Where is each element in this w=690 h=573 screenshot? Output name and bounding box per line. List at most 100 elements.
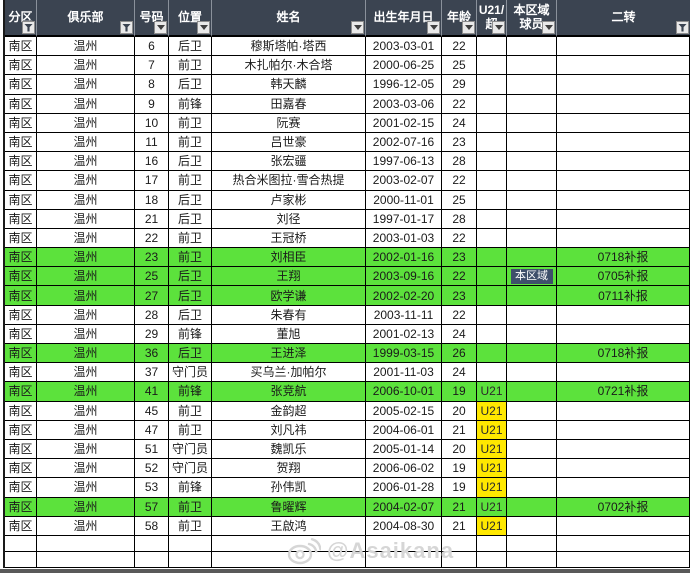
cell-age[interactable]: 22 <box>442 171 477 191</box>
cell-birthdate[interactable]: 2002-01-16 <box>366 248 442 268</box>
cell-local[interactable] <box>507 478 557 498</box>
cell-region[interactable]: 南区 <box>5 459 37 479</box>
cell-u21[interactable] <box>477 56 507 76</box>
empty-cell[interactable] <box>477 535 507 552</box>
cell-name[interactable]: 董旭 <box>212 324 366 344</box>
cell-position[interactable]: 前卫 <box>169 132 212 153</box>
cell-club[interactable]: 温州 <box>37 190 135 210</box>
cell-birthdate[interactable]: 2006-01-28 <box>366 478 442 498</box>
filter-dropdown-button[interactable] <box>351 21 364 34</box>
cell-name[interactable]: 王啟鸿 <box>212 516 366 536</box>
cell-age[interactable]: 21 <box>442 497 477 517</box>
u21-badge-cell[interactable]: U21 <box>477 401 507 421</box>
empty-cell[interactable] <box>442 551 477 568</box>
cell-local[interactable] <box>507 56 557 76</box>
cell-club[interactable]: 温州 <box>37 267 135 287</box>
cell-region[interactable]: 南区 <box>5 478 37 498</box>
cell-birthdate[interactable]: 2003-02-07 <box>366 171 442 191</box>
empty-cell[interactable] <box>5 535 37 552</box>
u21-badge-cell[interactable]: U21 <box>477 497 507 517</box>
cell-note[interactable]: 0721补报 <box>557 382 690 402</box>
cell-region[interactable]: 南区 <box>5 37 37 57</box>
cell-region[interactable]: 南区 <box>5 363 37 383</box>
cell-note[interactable] <box>557 152 690 172</box>
empty-cell[interactable] <box>5 551 37 568</box>
cell-region[interactable]: 南区 <box>5 75 37 95</box>
cell-birthdate[interactable]: 2004-06-01 <box>366 420 442 440</box>
cell-note[interactable]: 0702补报 <box>557 497 690 517</box>
cell-club[interactable]: 温州 <box>37 228 135 249</box>
cell-local[interactable] <box>507 363 557 383</box>
cell-number[interactable]: 22 <box>135 228 169 249</box>
u21-badge-cell[interactable]: U21 <box>477 439 507 460</box>
cell-region[interactable]: 南区 <box>5 420 37 440</box>
filter-dropdown-button[interactable] <box>462 21 475 34</box>
u21-badge-cell[interactable]: U21 <box>477 382 507 402</box>
cell-club[interactable]: 温州 <box>37 363 135 383</box>
cell-u21[interactable] <box>477 209 507 229</box>
cell-region[interactable]: 南区 <box>5 401 37 421</box>
cell-position[interactable]: 后卫 <box>169 209 212 229</box>
cell-position[interactable]: 后卫 <box>169 267 212 287</box>
cell-local[interactable] <box>507 94 557 114</box>
cell-position[interactable]: 前锋 <box>169 94 212 114</box>
filter-dropdown-button[interactable] <box>542 21 555 34</box>
cell-birthdate[interactable]: 2001-02-15 <box>366 113 442 133</box>
cell-local[interactable] <box>507 113 557 133</box>
cell-club[interactable]: 温州 <box>37 401 135 421</box>
cell-age[interactable]: 24 <box>442 324 477 344</box>
cell-u21[interactable] <box>477 171 507 191</box>
cell-club[interactable]: 温州 <box>37 209 135 229</box>
cell-name[interactable]: 田嘉春 <box>212 94 366 114</box>
cell-note[interactable]: 0705补报 <box>557 267 690 287</box>
cell-u21[interactable] <box>477 267 507 287</box>
cell-club[interactable]: 温州 <box>37 286 135 306</box>
cell-name[interactable]: 贺翔 <box>212 459 366 479</box>
cell-club[interactable]: 温州 <box>37 497 135 517</box>
cell-name[interactable]: 刘径 <box>212 209 366 229</box>
cell-local[interactable] <box>507 420 557 440</box>
cell-region[interactable]: 南区 <box>5 113 37 133</box>
cell-local[interactable] <box>507 324 557 344</box>
cell-age[interactable]: 26 <box>442 344 477 364</box>
cell-region[interactable]: 南区 <box>5 497 37 517</box>
empty-cell[interactable] <box>366 551 442 568</box>
cell-club[interactable]: 温州 <box>37 152 135 172</box>
cell-position[interactable]: 前卫 <box>169 497 212 517</box>
cell-u21[interactable] <box>477 344 507 364</box>
cell-number[interactable]: 52 <box>135 459 169 479</box>
cell-local[interactable] <box>507 382 557 402</box>
cell-note[interactable]: 0711补报 <box>557 286 690 306</box>
cell-name[interactable]: 热合米图拉·雪合热提 <box>212 171 366 191</box>
u21-badge-cell[interactable]: U21 <box>477 516 507 536</box>
cell-club[interactable]: 温州 <box>37 56 135 76</box>
cell-birthdate[interactable]: 2003-03-01 <box>366 37 442 57</box>
cell-age[interactable]: 25 <box>442 190 477 210</box>
cell-note[interactable] <box>557 401 690 421</box>
cell-name[interactable]: 买乌兰·加帕尔 <box>212 363 366 383</box>
cell-number[interactable]: 29 <box>135 324 169 344</box>
cell-birthdate[interactable]: 1997-06-13 <box>366 152 442 172</box>
cell-number[interactable]: 9 <box>135 94 169 114</box>
cell-note[interactable] <box>557 132 690 153</box>
empty-cell[interactable] <box>507 535 557 552</box>
cell-name[interactable]: 鲁曜辉 <box>212 497 366 517</box>
cell-name[interactable]: 卢家彬 <box>212 190 366 210</box>
cell-position[interactable]: 前锋 <box>169 478 212 498</box>
cell-number[interactable]: 37 <box>135 363 169 383</box>
cell-age[interactable]: 23 <box>442 132 477 153</box>
cell-u21[interactable] <box>477 152 507 172</box>
cell-number[interactable]: 47 <box>135 420 169 440</box>
cell-birthdate[interactable]: 2000-06-25 <box>366 56 442 76</box>
cell-number[interactable]: 6 <box>135 37 169 57</box>
cell-age[interactable]: 23 <box>442 248 477 268</box>
cell-region[interactable]: 南区 <box>5 324 37 344</box>
cell-age[interactable]: 19 <box>442 459 477 479</box>
cell-name[interactable]: 韩天麟 <box>212 75 366 95</box>
cell-note[interactable] <box>557 363 690 383</box>
cell-region[interactable]: 南区 <box>5 152 37 172</box>
cell-note[interactable] <box>557 56 690 76</box>
cell-name[interactable]: 王翔 <box>212 267 366 287</box>
cell-club[interactable]: 温州 <box>37 305 135 325</box>
cell-number[interactable]: 57 <box>135 497 169 517</box>
